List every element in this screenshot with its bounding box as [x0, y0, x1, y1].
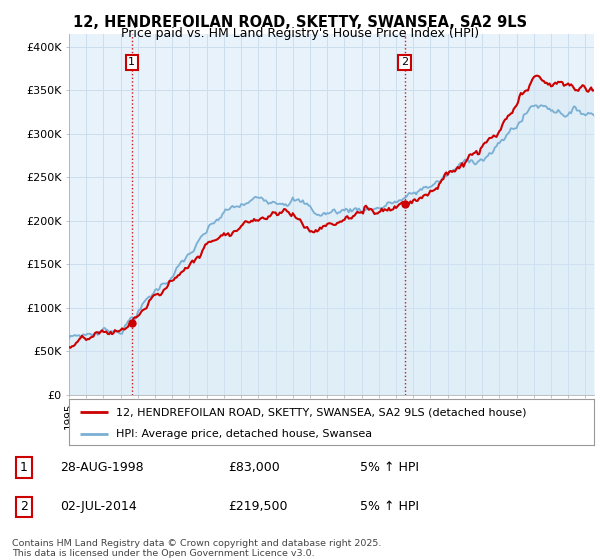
Text: £219,500: £219,500	[228, 500, 287, 514]
Text: 28-AUG-1998: 28-AUG-1998	[60, 461, 143, 474]
Text: 12, HENDREFOILAN ROAD, SKETTY, SWANSEA, SA2 9LS: 12, HENDREFOILAN ROAD, SKETTY, SWANSEA, …	[73, 15, 527, 30]
Text: 1: 1	[20, 461, 28, 474]
Text: £83,000: £83,000	[228, 461, 280, 474]
Text: Contains HM Land Registry data © Crown copyright and database right 2025.
This d: Contains HM Land Registry data © Crown c…	[12, 539, 382, 558]
Text: 2: 2	[20, 500, 28, 514]
Text: 1: 1	[128, 58, 136, 68]
Text: 5% ↑ HPI: 5% ↑ HPI	[360, 500, 419, 514]
Text: 5% ↑ HPI: 5% ↑ HPI	[360, 461, 419, 474]
Text: HPI: Average price, detached house, Swansea: HPI: Average price, detached house, Swan…	[116, 429, 373, 438]
Text: 2: 2	[401, 58, 408, 68]
Text: 12, HENDREFOILAN ROAD, SKETTY, SWANSEA, SA2 9LS (detached house): 12, HENDREFOILAN ROAD, SKETTY, SWANSEA, …	[116, 407, 527, 417]
Text: 02-JUL-2014: 02-JUL-2014	[60, 500, 137, 514]
Text: Price paid vs. HM Land Registry's House Price Index (HPI): Price paid vs. HM Land Registry's House …	[121, 27, 479, 40]
